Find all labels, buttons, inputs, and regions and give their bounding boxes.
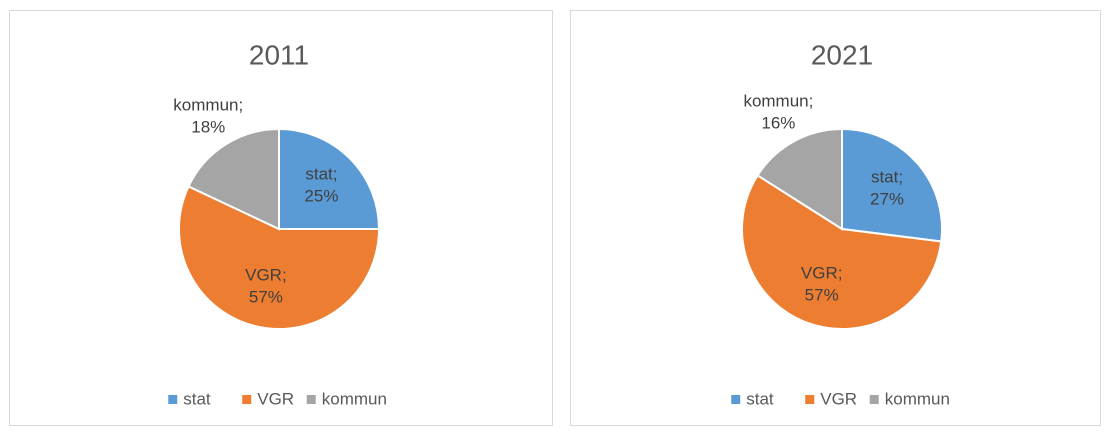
legend-label: kommun xyxy=(885,389,950,408)
data-label: stat; 27% xyxy=(870,168,904,209)
pie-slice xyxy=(187,127,280,231)
legend-swatch xyxy=(805,395,815,404)
pie-slice xyxy=(278,127,381,230)
legend-swatch xyxy=(731,395,741,404)
legend-swatch xyxy=(869,395,879,404)
legend-swatch xyxy=(306,395,316,404)
data-label: kommun; 18% xyxy=(173,96,243,137)
pie-slice xyxy=(178,185,381,330)
data-label: VGR; 57% xyxy=(801,264,843,305)
data-label: kommun; 16% xyxy=(743,92,813,133)
data-label: VGR; 57% xyxy=(245,266,287,307)
legend-label: stat xyxy=(183,389,211,408)
legend-label: kommun xyxy=(322,389,387,408)
pie-slice xyxy=(841,127,943,243)
data-label: stat; 25% xyxy=(304,165,338,206)
legend-swatch xyxy=(168,395,178,404)
legend-label: stat xyxy=(746,389,774,408)
legend-label: VGR xyxy=(820,389,857,408)
legend-label: VGR xyxy=(257,389,294,408)
chart-title: 2011 xyxy=(249,39,309,70)
pie-slice xyxy=(741,174,943,330)
legend-swatch xyxy=(242,395,252,404)
pie-slice xyxy=(756,127,843,231)
chart-title: 2021 xyxy=(811,39,873,70)
